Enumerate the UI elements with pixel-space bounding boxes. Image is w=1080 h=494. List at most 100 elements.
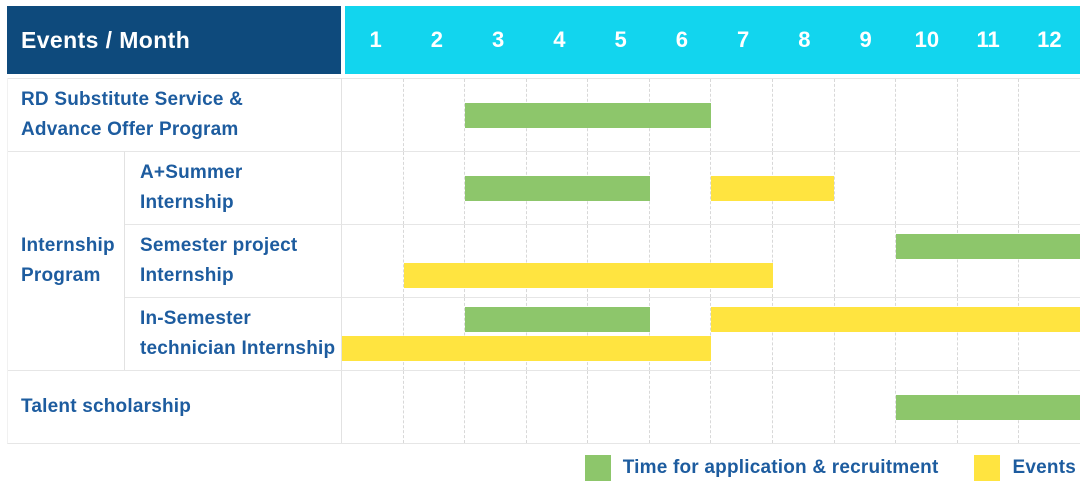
month-gridline-cell: [525, 371, 588, 443]
month-gridline-cell: [895, 79, 957, 151]
row-label-line: A+Summer: [140, 162, 243, 183]
application-recruitment-bar: [465, 102, 711, 128]
month-gridline-cell: [956, 298, 1019, 370]
row-label-line: Semester project: [140, 235, 298, 256]
month-gridline-cell: [402, 225, 465, 297]
application-recruitment-bar: [465, 307, 650, 332]
bar-lane: [342, 102, 1080, 128]
legend-item-events: Events: [974, 455, 1076, 481]
chart-row: [342, 297, 1080, 370]
month-gridline-cell: [710, 371, 772, 443]
row-label: A+Summer Internship: [125, 151, 342, 224]
application-swatch: [584, 455, 611, 481]
legend-label: Time for application & recruitment: [622, 457, 939, 478]
month-header-5: 5: [614, 27, 627, 52]
application-recruitment-bar: [895, 394, 1080, 420]
month-gridline-cell: [895, 152, 957, 224]
month-header-8: 8: [798, 27, 811, 52]
month-header-4: 4: [553, 27, 566, 52]
month-header-12: 12: [1037, 27, 1062, 52]
month-header-11: 11: [976, 27, 1000, 52]
chart-row: [342, 370, 1080, 443]
bar-lane: [342, 263, 1080, 288]
chart-row: [342, 78, 1080, 151]
month-gridline-cell: [895, 225, 957, 297]
month-gridline-cell: [772, 79, 834, 151]
month-header-10: 10: [914, 27, 940, 52]
month-gridline-cell: [1018, 152, 1080, 224]
month-header-1: 1: [369, 27, 382, 52]
row-label: In-Semester technician Internship: [125, 297, 342, 370]
month-gridline-cell: [464, 79, 526, 151]
month-gridline-cell: [772, 298, 834, 370]
month-gridline-cell: [895, 298, 957, 370]
bar-lanes: [342, 79, 1080, 151]
group-label-line: Program: [21, 265, 101, 286]
month-gridline-cell: [587, 371, 649, 443]
month-header-3: 3: [492, 27, 505, 52]
month-gridline-cell: [648, 371, 711, 443]
gantt-body: Internship Program RD Substitute Service &…: [7, 78, 1080, 444]
month-gridline-cell: [710, 225, 772, 297]
month-header-6: 6: [675, 27, 688, 52]
month-gridline-cell: [464, 152, 526, 224]
month-gridline-cell: [402, 298, 465, 370]
month-gridline-cell: [1018, 298, 1080, 370]
bar-lane: [342, 307, 1080, 332]
month-gridlines: [342, 225, 1080, 297]
header-row: Events / Month 1 2 3 4 5 6 7 8 9 10 11 12: [7, 6, 1080, 74]
gantt-chart: Events / Month 1 2 3 4 5 6 7 8 9 10 11 12 Internshi…: [7, 6, 1080, 444]
month-gridline-cell: [648, 225, 711, 297]
row-label: Talent scholarship: [8, 370, 342, 443]
month-gridline-cell: [710, 152, 772, 224]
month-gridline-cell: [402, 79, 465, 151]
bar-lane: [342, 175, 1080, 201]
chart-row: [342, 224, 1080, 297]
legend-item-application: Time for application & recruitment: [584, 455, 939, 481]
month-gridline-cell: [402, 371, 465, 443]
month-gridline-cell: [833, 371, 896, 443]
bar-lanes: [342, 152, 1080, 224]
month-gridline-cell: [464, 225, 526, 297]
row-label-line: Advance Offer Program: [21, 119, 239, 140]
row-label: RD Substitute Service & Advance Offer Pro…: [8, 78, 342, 151]
events-bar: [711, 175, 834, 201]
events-bar: [342, 336, 711, 361]
bar-lane: [342, 336, 1080, 361]
month-gridline-cell: [464, 298, 526, 370]
month-header-7: 7: [737, 27, 750, 52]
month-gridline-cell: [833, 225, 896, 297]
row-label-line: RD Substitute Service &: [21, 89, 244, 110]
month-gridline-cell: [772, 225, 834, 297]
header-corner-cell: Events / Month: [7, 6, 341, 74]
month-gridline-cell: [402, 152, 465, 224]
month-gridline-cell: [464, 371, 526, 443]
events-bar: [711, 307, 1080, 332]
bar-lanes: [342, 298, 1080, 370]
bar-lane: [342, 234, 1080, 259]
month-gridline-cell: [1018, 79, 1080, 151]
month-gridlines: [342, 298, 1080, 370]
month-gridline-cell: [525, 298, 588, 370]
row-label: Semester project Internship: [125, 224, 342, 297]
month-gridline-cell: [710, 298, 772, 370]
bar-lane: [342, 394, 1080, 420]
events-bar: [403, 263, 773, 288]
month-header-2: 2: [430, 27, 443, 52]
month-gridline-cell: [956, 79, 1019, 151]
chart-row: [342, 151, 1080, 224]
events-swatch: [974, 455, 1001, 481]
month-gridline-cell: [772, 371, 834, 443]
month-gridline-cell: [956, 225, 1019, 297]
group-label-line: Internship: [21, 235, 115, 256]
application-recruitment-bar: [895, 234, 1080, 259]
month-gridline-cell: [648, 298, 711, 370]
bar-lanes: [342, 225, 1080, 297]
legend-label: Events: [1012, 457, 1076, 478]
application-recruitment-bar: [465, 175, 650, 201]
month-gridline-cell: [1018, 225, 1080, 297]
bar-lanes: [342, 371, 1080, 443]
row-label-line: Internship: [140, 192, 234, 213]
legend: Time for application & recruitment Events: [0, 447, 1076, 489]
month-header-row: 1 2 3 4 5 6 7 8 9 10 11 12: [345, 6, 1080, 74]
